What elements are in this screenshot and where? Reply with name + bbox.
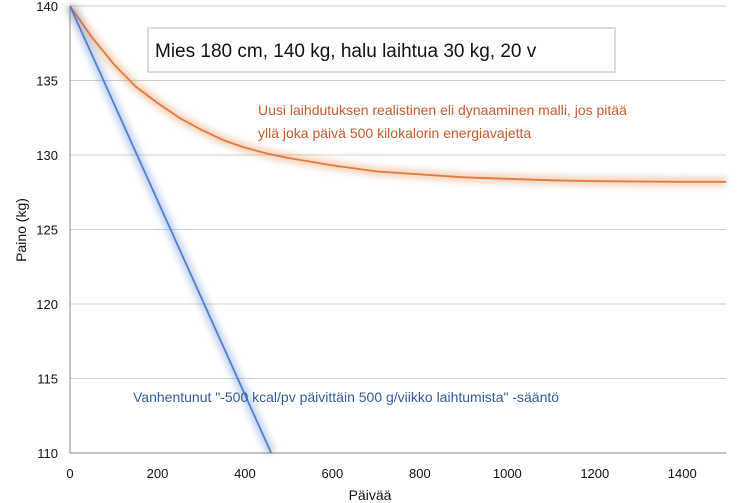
old-rule-series [69,5,273,454]
blue-annotation: Vanhentunut "-500 kcal/pv päivittäin 500… [133,389,559,405]
y-tick-label: 120 [36,297,58,312]
orange-annotation-line-2: yllä joka päivä 500 kilokalorin energiav… [258,125,531,141]
y-tick-label: 110 [37,446,58,461]
y-tick-label: 115 [37,372,58,387]
x-tick-label: 1200 [580,466,609,481]
y-tick-label: 130 [36,148,58,163]
y-tick-label: 125 [36,223,58,238]
y-axis-label: Paino (kg) [13,198,29,262]
orange-annotation-line-1: Uusi laihdutuksen realistinen eli dynaam… [258,102,627,118]
y-tick-label: 135 [36,74,58,89]
y-tick-label: 140 [36,0,58,14]
title-box [147,27,616,73]
x-axis-label: Päivää [349,487,392,503]
x-tick-label: 1000 [493,466,522,481]
title-box-text: Mies 180 cm, 140 kg, halu laihtua 30 kg,… [155,41,537,62]
dynamic-model-series [69,5,726,183]
x-tick-label: 1400 [668,466,697,481]
x-tick-label: 600 [322,466,344,481]
x-tick-label: 200 [147,466,169,481]
x-tick-label: 0 [66,466,73,481]
x-tick-label: 800 [409,466,431,481]
x-tick-label: 400 [234,466,256,481]
